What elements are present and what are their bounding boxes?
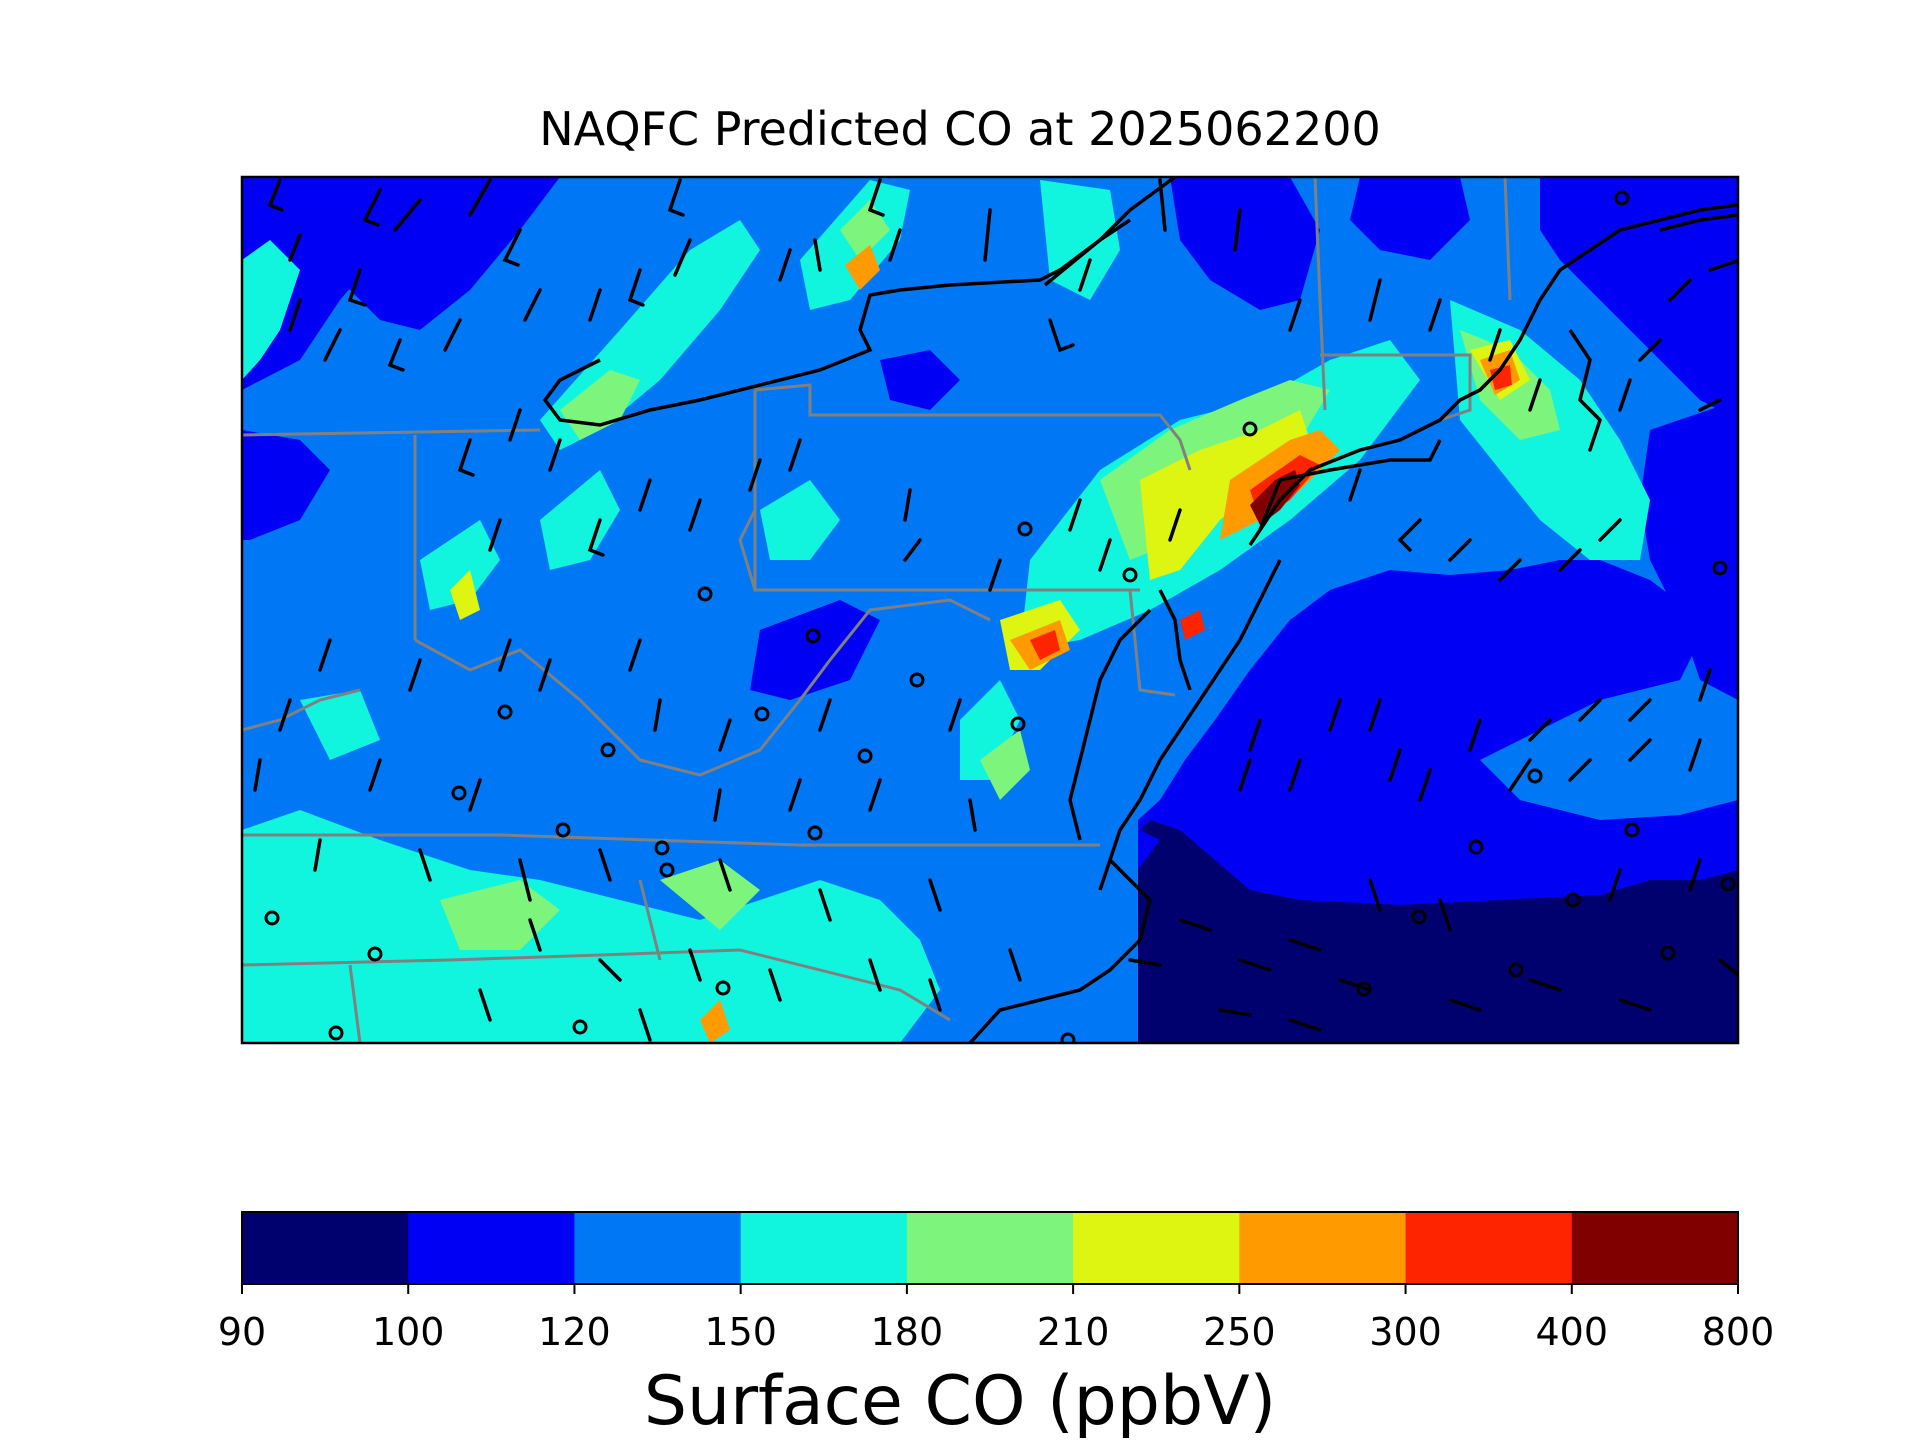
co-field [242,177,1738,1043]
ocean-area-north [1540,177,1738,420]
peak-co-region [1250,470,1300,525]
colorbar-frame [241,1211,1739,1285]
map-frame [240,175,1740,1045]
colorbar-tick-label: 180 [870,1310,944,1354]
station-markers [264,190,1736,1043]
colorbar-tick-label: 150 [704,1310,777,1354]
wind-barbs [253,178,1738,1042]
colorbar-tick-label: 120 [538,1310,611,1354]
map-title: NAQFC Predicted CO at 2025062200 [539,102,1381,156]
low-co-region [1138,820,1738,1043]
colorbar-label: Surface CO (ppbV) [643,1362,1277,1441]
colorbar-segment [906,1212,1074,1284]
colorbar-segment [1571,1212,1739,1284]
colorbar-segment [1239,1212,1407,1284]
colorbar-segment [242,1212,409,1284]
colorbar-tick-label: 250 [1203,1310,1276,1354]
colorbar [241,1211,1739,1294]
colorbar-tick-label: 90 [217,1310,267,1354]
colorbar-tick-label: 800 [1701,1310,1775,1354]
colorbar-tick-label: 210 [1036,1310,1110,1354]
colorbar-segment [1073,1212,1240,1284]
coastlines [542,177,1738,1043]
ocean-area-east [1640,400,1738,700]
colorbar-tick-label: 300 [1369,1310,1442,1354]
colorbar-tick-label: 400 [1535,1310,1609,1354]
colorbar-tick-label: 100 [371,1310,445,1354]
colorbar-segment [1405,1212,1573,1284]
state-borders [242,177,1512,1043]
colorbar-segment [740,1212,908,1284]
colorbar-segment [408,1212,575,1284]
colorbar-segment [574,1212,742,1284]
low-land-regions [242,177,1520,830]
